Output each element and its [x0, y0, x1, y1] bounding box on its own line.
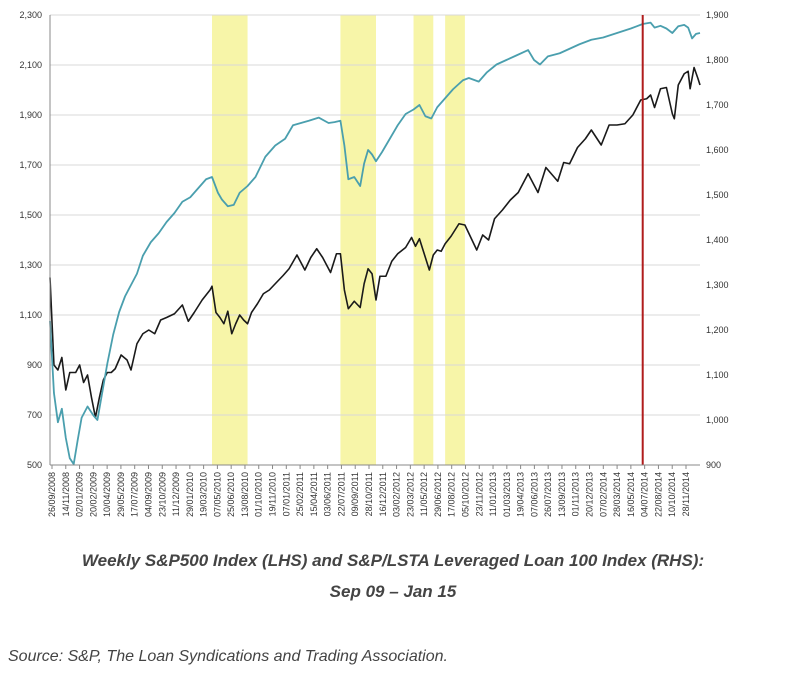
series-line-2-right [49, 21, 701, 465]
x-tick-label: 11/05/2012 [419, 472, 429, 516]
x-tick-label: 29/01/2010 [185, 472, 195, 517]
y-right-tick-label: 1,900 [706, 10, 729, 20]
y-right-tick-label: 1,700 [706, 100, 729, 110]
x-tick-label: 02/01/2009 [75, 472, 85, 517]
y-left-tick-label: 2,100 [19, 60, 42, 70]
x-tick-label: 29/06/2012 [433, 472, 443, 517]
x-tick-label: 11/12/2009 [171, 472, 181, 516]
x-tick-label: 03/02/2012 [392, 472, 402, 517]
x-axis: 26/09/2008 14/11/2008 02/01/2009 20/02/2009… [47, 464, 700, 517]
x-tick-label: 28/10/2011 [364, 472, 374, 516]
series-lines [49, 21, 701, 465]
x-tick-label: 19/04/2013 [516, 472, 526, 517]
y-left-tick-label: 1,100 [19, 310, 42, 320]
x-tick-label: 22/07/2011 [336, 472, 346, 516]
x-tick-label: 01/10/2010 [254, 472, 264, 517]
x-tick-label: 26/07/2013 [543, 472, 553, 517]
x-tick-label: 17/08/2012 [447, 472, 457, 517]
x-tick-label: 11/01/2013 [488, 472, 498, 516]
x-tick-label: 13/09/2013 [557, 472, 567, 517]
y-left-tick-label: 1,700 [19, 160, 42, 170]
shaded-period-2 [340, 15, 376, 465]
x-tick-label: 25/02/2011 [295, 472, 305, 516]
x-tick-label: 10/10/2014 [667, 472, 677, 517]
x-tick-label: 13/08/2010 [240, 472, 250, 517]
y-left-tick-label: 900 [27, 360, 42, 370]
x-tick-label: 20/12/2013 [585, 472, 595, 517]
x-tick-label: 01/03/2013 [502, 472, 512, 517]
source-note: Source: S&P, The Loan Syndications and T… [8, 648, 448, 665]
x-tick-label: 04/07/2014 [640, 472, 650, 517]
series-line-1-left [49, 66, 701, 419]
x-tick-label: 28/03/2014 [612, 472, 622, 517]
chart-caption-line-2: Sep 09 – Jan 15 [329, 582, 457, 601]
chart: 500 700 900 1,100 1,300 1,500 1,700 1,900 2,100 2… [19, 10, 729, 517]
x-tick-label: 14/11/2008 [61, 472, 71, 516]
y-right-tick-label: 1,800 [706, 55, 729, 65]
y-axis-right: 900 1,000 1,100 1,200 1,300 1,400 1,500 1,600 1,… [706, 10, 729, 470]
y-left-tick-label: 1,500 [19, 210, 42, 220]
y-right-tick-label: 900 [706, 460, 721, 470]
x-tick-label: 07/06/2013 [529, 472, 539, 517]
shaded-period-4 [445, 15, 465, 465]
x-tick-label: 19/11/2010 [268, 472, 278, 516]
y-left-tick-label: 500 [27, 460, 42, 470]
y-right-tick-label: 1,600 [706, 145, 729, 155]
x-tick-label: 19/03/2010 [199, 472, 209, 517]
shaded-period-1 [212, 15, 248, 465]
x-tick-label: 16/05/2014 [626, 472, 636, 517]
x-tick-label: 04/09/2009 [143, 472, 153, 517]
x-tick-label: 22/08/2014 [653, 472, 663, 517]
x-tick-label: 26/09/2008 [47, 472, 57, 517]
y-left-tick-label: 1,300 [19, 260, 42, 270]
x-tick-label: 03/06/2011 [323, 472, 333, 516]
x-tick-label: 07/02/2014 [598, 472, 608, 517]
y-axis-left: 500 700 900 1,100 1,300 1,500 1,700 1,900 2,100 2… [19, 10, 51, 470]
x-tick-label: 28/11/2014 [681, 472, 691, 516]
x-tick-label: 07/01/2011 [281, 472, 291, 516]
x-tick-label: 05/10/2012 [460, 472, 470, 517]
y-right-tick-label: 1,300 [706, 280, 729, 290]
shaded-periods [212, 15, 465, 465]
y-left-tick-label: 2,300 [19, 10, 42, 20]
y-right-tick-label: 1,100 [706, 370, 729, 380]
x-tick-label: 01/11/2013 [571, 472, 581, 516]
x-tick-label: 23/11/2012 [474, 472, 484, 516]
chart-caption-line-1: Weekly S&P500 Index (LHS) and S&P/LSTA L… [81, 551, 705, 570]
y-left-tick-label: 1,900 [19, 110, 42, 120]
x-tick-label: 23/03/2012 [405, 472, 415, 517]
shaded-period-3 [413, 15, 434, 465]
x-tick-label: 29/05/2009 [116, 472, 126, 517]
x-tick-label: 25/06/2010 [226, 472, 236, 517]
x-tick-label: 07/05/2010 [212, 472, 222, 517]
x-tick-label: 10/04/2009 [102, 472, 112, 517]
y-right-tick-label: 1,000 [706, 415, 729, 425]
x-tick-label: 16/12/2011 [378, 472, 388, 516]
y-right-tick-label: 1,200 [706, 325, 729, 335]
x-tick-label: 15/04/2011 [309, 472, 319, 516]
y-left-tick-label: 700 [27, 410, 42, 420]
x-tick-label: 23/10/2009 [157, 472, 167, 517]
x-tick-label: 09/09/2011 [350, 472, 360, 516]
y-right-tick-label: 1,500 [706, 190, 729, 200]
x-tick-label: 20/02/2009 [88, 472, 98, 517]
y-right-tick-label: 1,400 [706, 235, 729, 245]
x-tick-label: 17/07/2009 [130, 472, 140, 517]
